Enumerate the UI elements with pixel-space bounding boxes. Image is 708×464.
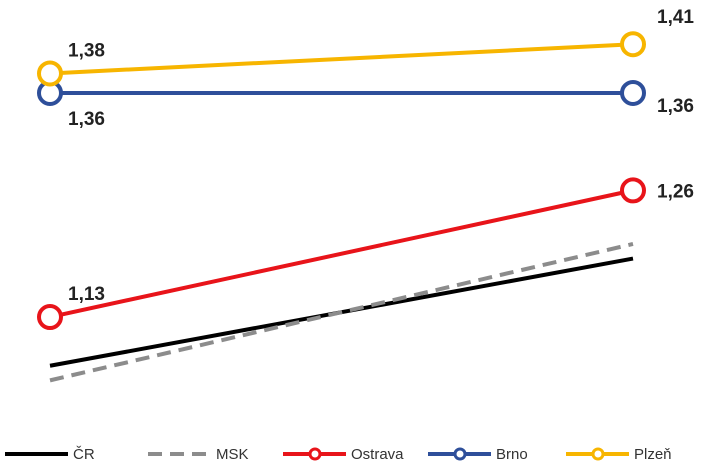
legend-marker-plzen [591,447,605,461]
point-ostrava-1 [37,304,63,331]
data-label-brno-2: 1,36 [657,96,694,117]
series-line-ostrava [49,188,634,320]
series-line-plzen [49,42,634,76]
series-lines [37,31,646,383]
legend-marker-ostrava [308,447,322,461]
legend-marker-brno [453,447,467,461]
legend-label-cr: ČR [73,446,95,463]
point-plzen-1 [37,60,63,87]
point-brno-2 [620,79,646,106]
point-plzen-2 [620,31,646,58]
point-ostrava-2 [620,177,646,204]
data-labels: 1,13 1,26 1,36 1,36 1,38 1,41 [68,7,694,305]
data-label-plzen-1: 1,38 [68,40,105,61]
data-label-ostrava-2: 1,26 [657,181,694,202]
legend-label-msk: MSK [216,446,249,463]
legend-label-brno: Brno [496,446,528,463]
data-label-brno-1: 1,36 [68,109,105,130]
legend: ČR MSK Ostrava Brno Plzeň [5,446,672,463]
legend-label-plzen: Plzeň [634,446,672,463]
series-line-msk [49,242,634,383]
data-label-plzen-2: 1,41 [657,7,694,28]
legend-label-ostrava: Ostrava [351,446,404,463]
data-label-ostrava-1: 1,13 [68,284,105,305]
